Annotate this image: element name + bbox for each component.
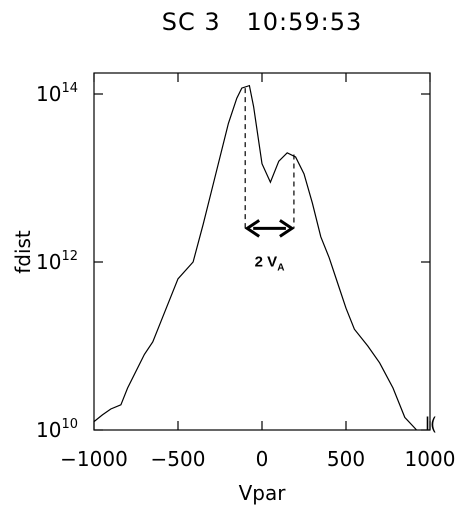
- x-tick-label: −1000: [60, 447, 128, 471]
- annotation: 2 VA: [244, 88, 295, 273]
- y-tick-label: 1014: [36, 81, 78, 106]
- x-axis-label: Vpar: [239, 481, 287, 505]
- x-tick-label: 1000: [405, 447, 456, 471]
- y-tick-label: 1012: [36, 249, 78, 274]
- y-axis-label: fdist: [11, 230, 35, 274]
- x-tick-label: −500: [151, 447, 206, 471]
- annotation-label: 2 VA: [255, 253, 285, 273]
- y-tick-label: 1010: [36, 417, 78, 442]
- x-tick-label: 500: [327, 447, 365, 471]
- arrow-head-right: [279, 219, 295, 238]
- y-tick-labels: 1010 1012 1014: [36, 81, 78, 442]
- arrow-head-left: [244, 219, 261, 238]
- plot-frame: [93, 72, 431, 431]
- x-tick-labels: −1000 −500 0 500 1000: [60, 447, 455, 471]
- axis-ticks: [93, 73, 431, 431]
- x-tick-label: 0: [256, 447, 269, 471]
- right-edge-label: l(: [425, 414, 437, 435]
- series-line: [93, 84, 418, 431]
- chart-title: SC 3 10:59:53: [162, 8, 363, 36]
